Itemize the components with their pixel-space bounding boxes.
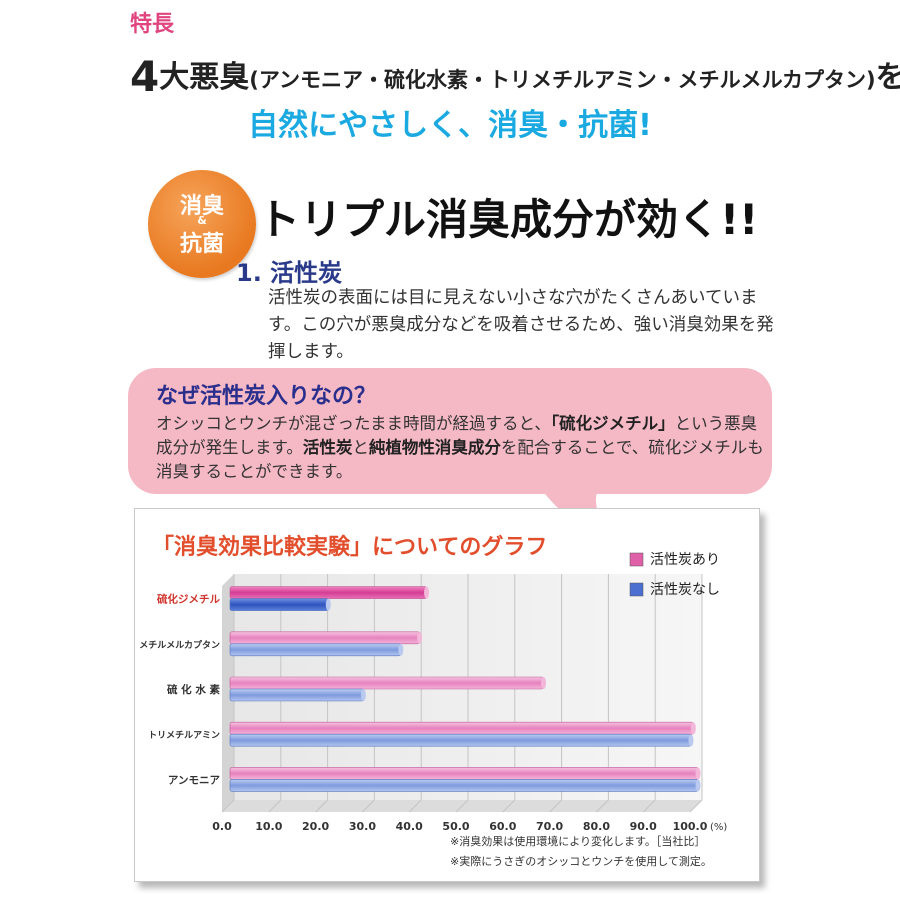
grid-line-floor [221,799,235,813]
grid-line-floor [689,799,703,813]
bar-end-cap [424,586,430,599]
x-tick-label: 70.0 [536,820,563,833]
bubble-title: なぜ活性炭入りなの？ [156,384,377,409]
headline-main: 大悪臭 [159,60,250,95]
bar-end-cap [325,598,331,611]
bubble-text-4: を配合することで、硫化ジメチルも消臭することができます。 [156,438,764,481]
bar-without-carbon [229,688,364,702]
bubble-bold-3: 純植物性消臭成分 [368,438,501,457]
bar-with-carbon [229,586,427,599]
deodorize-antibacterial-badge: 消臭 & 抗菌 [148,170,256,278]
bar-chart: 0.0 10.0 20.0 30.0 40.0 50.0 60.0 70.0 80.0 90.0 1… [139,552,727,833]
bar-end-cap [695,779,701,792]
headline-odor-list: (アンモニア・硫化水素・トリメチルアミン・メチルメルカプタン) [249,68,876,92]
category-label: 硫 化 水 素 [167,683,220,696]
bubble-text-3: と [352,438,369,457]
section-body: 活性炭の表面には目に見えない小さな穴がたくさんあいています。この穴が悪臭成分など… [268,288,774,362]
bubble-bold-1: 「硫化ジメチル」 [550,414,675,433]
badge-line1: 消臭 [179,194,224,219]
feature-label: 特長 [130,12,175,37]
bubble-text-2: という悪臭成分が発生します。 [156,414,758,457]
category-label: 硫化ジメチル [157,593,220,606]
bar-end-cap [398,643,404,656]
bar-without-carbon [229,733,692,747]
bar-without-carbon [229,598,329,611]
bubble-text-1: オシッコとウンチが混ざったまま時間が経過すると、 [156,414,551,433]
x-tick-label: 40.0 [396,820,423,833]
x-tick-label: 20.0 [302,820,329,833]
grid-line-floor [315,799,328,813]
headline: 4大悪臭(アンモニア・硫化水素・トリメチルアミン・メチルメルカプタン)を [130,52,900,101]
x-tick-label: 10.0 [255,820,282,833]
bar-end-cap [688,734,694,747]
grid-line-floor [362,799,375,813]
legend-label: 活性炭なし [650,582,720,598]
bar-with-carbon [229,676,544,690]
bubble-body: オシッコとウンチが混ざったまま時間が経過すると、「硫化ジメチル」という悪臭成分が… [156,412,766,484]
section-title: 1. 活性炭 [236,259,343,287]
headline-number: 4 [130,52,160,101]
category-label: アンモニア [168,774,221,786]
badge-amp: & [197,214,207,227]
bar-without-carbon [229,643,402,657]
legend-label: 活性炭あり [650,552,720,568]
bar-end-cap [360,689,366,701]
grid-line-floor [408,799,422,813]
subheadline: 自然にやさしく、消臭・抗菌! [248,108,652,143]
category-label: トリメチルアミン [148,730,220,741]
grid-line-floor [502,799,516,813]
legend-swatch [629,552,644,567]
badge-line2: 抗菌 [179,232,224,257]
x-tick-label: 80.0 [583,820,610,833]
x-unit-label: (%) [710,822,727,833]
bar-with-carbon [229,767,699,780]
x-tick-label: 50.0 [442,820,469,833]
speech-bubble [128,368,772,494]
x-tick-label: 90.0 [630,820,657,833]
bar-without-carbon [229,779,699,792]
grid-line-floor [455,799,469,813]
x-tick-label: 30.0 [349,820,376,833]
legend-swatch [629,582,644,597]
x-tick-label: 100.0 [673,820,708,833]
grid-line-floor [268,799,282,813]
grid-line-floor [596,799,609,813]
bar-end-cap [417,631,423,644]
headline-particle: を [875,60,900,95]
triple-deodorant-title: トリプル消臭成分が効く!! [258,195,759,244]
bar-with-carbon [229,721,694,735]
bar-end-cap [690,722,696,735]
chart-note-2: ※実際にうさぎのオシッコとウンチを使用して測定。 [450,855,712,868]
x-tick-label: 0.0 [212,820,232,833]
grid-line-floor [642,799,656,813]
x-tick-label: 60.0 [489,820,516,833]
bar-end-cap [695,767,701,780]
chart-note-1: ※消臭効果は使用環境により変化します。［当社比］ [450,835,706,848]
grid-line-floor [549,799,562,813]
bar-end-cap [541,677,547,689]
chart-title: 「消臭効果比較実験」についてのグラフ [152,535,548,560]
bar-with-carbon [229,631,420,645]
bubble-bold-2: 活性炭 [302,438,353,457]
category-label: メチルメルカプタン [139,639,220,651]
